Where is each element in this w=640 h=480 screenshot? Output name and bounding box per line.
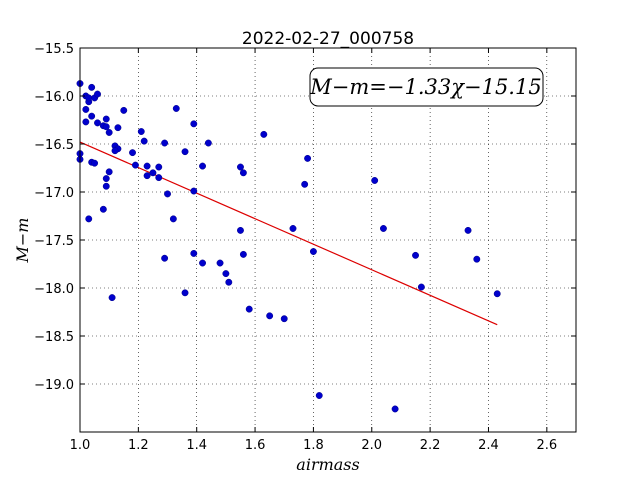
y-tick-label: −18.0 xyxy=(34,282,74,297)
data-point xyxy=(237,163,244,171)
data-point xyxy=(199,162,206,170)
data-point xyxy=(105,129,113,136)
data-point xyxy=(309,248,317,255)
chart-title: 2022-02-27_000758 xyxy=(242,29,414,49)
data-point xyxy=(315,392,323,399)
data-point xyxy=(102,182,110,190)
data-point xyxy=(493,290,501,298)
data-point xyxy=(85,215,93,223)
data-point xyxy=(161,139,169,147)
x-tick-label: 2.0 xyxy=(361,438,382,453)
data-point xyxy=(143,172,151,180)
data-point xyxy=(131,161,139,169)
data-point xyxy=(190,249,198,257)
data-point xyxy=(199,259,206,267)
data-point xyxy=(280,315,288,323)
data-point xyxy=(239,169,247,177)
y-tick-label: −17.5 xyxy=(34,234,74,249)
data-point xyxy=(102,175,110,183)
data-point xyxy=(225,278,233,286)
data-point xyxy=(169,215,177,223)
x-axis-label: airmass xyxy=(296,455,359,474)
data-point xyxy=(412,251,419,259)
data-point xyxy=(417,283,425,291)
data-point xyxy=(266,312,274,320)
data-point xyxy=(181,148,189,156)
data-point xyxy=(164,190,171,198)
data-point xyxy=(140,137,148,145)
data-point xyxy=(222,270,230,278)
fit-line xyxy=(79,141,498,326)
data-point xyxy=(204,139,212,147)
data-point xyxy=(91,159,99,167)
data-point xyxy=(239,250,247,258)
data-point xyxy=(149,169,157,177)
data-point xyxy=(473,255,481,263)
annotation-box: M−m=−1.33χ−15.15 xyxy=(309,67,544,107)
data-point xyxy=(216,259,224,267)
data-point xyxy=(391,405,399,413)
y-tick-label: −16.0 xyxy=(34,90,74,105)
data-point xyxy=(143,162,151,170)
fit-equation: M−m=−1.33χ−15.15 xyxy=(309,75,541,99)
data-point xyxy=(155,163,163,171)
data-point xyxy=(99,205,107,213)
data-point xyxy=(88,112,96,120)
x-tick-label: 1.8 xyxy=(303,438,324,453)
data-point xyxy=(102,123,110,131)
data-point xyxy=(379,225,387,232)
x-tick-label: 1.0 xyxy=(70,438,91,453)
data-point xyxy=(102,115,110,123)
x-tick-label: 2.2 xyxy=(420,438,441,453)
data-point xyxy=(88,83,96,91)
data-point xyxy=(190,120,198,128)
data-point xyxy=(371,177,379,184)
data-point xyxy=(181,289,189,297)
x-tick-label: 1.4 xyxy=(186,438,207,453)
data-point xyxy=(108,294,116,302)
y-tick-label: −15.5 xyxy=(34,42,74,57)
y-tick-label: −17.0 xyxy=(34,186,74,201)
data-point xyxy=(155,174,163,182)
axis-ticks: 1.0 1.2 1.4 1.6 1.8 2.0 2.2 2.4 2.6 −15.5 −16.0 −16… xyxy=(34,42,576,453)
data-point xyxy=(137,128,145,135)
data-point xyxy=(94,90,101,98)
data-points xyxy=(76,80,501,413)
data-point xyxy=(190,187,198,195)
data-point xyxy=(237,226,244,234)
data-point xyxy=(301,180,309,188)
x-tick-label: 1.2 xyxy=(128,438,149,453)
y-tick-label: −19.0 xyxy=(34,378,74,393)
data-point xyxy=(82,105,90,113)
x-tick-label: 2.4 xyxy=(478,438,499,453)
x-tick-label: 2.6 xyxy=(536,438,557,453)
y-tick-label: −16.5 xyxy=(34,138,74,153)
data-point xyxy=(161,254,169,262)
y-axis-label: M−m xyxy=(13,218,32,264)
y-tick-label: −18.5 xyxy=(34,330,74,345)
x-tick-label: 1.6 xyxy=(245,438,266,453)
data-point xyxy=(172,105,180,112)
data-point xyxy=(129,149,136,157)
data-point xyxy=(105,168,113,176)
data-point xyxy=(245,305,253,313)
data-point xyxy=(85,94,93,102)
data-point xyxy=(260,130,268,138)
data-point xyxy=(82,118,90,126)
data-point xyxy=(120,106,128,114)
data-point xyxy=(111,147,119,155)
data-point xyxy=(464,226,472,234)
data-point xyxy=(289,225,297,232)
data-point xyxy=(114,124,122,132)
data-point xyxy=(304,154,312,162)
data-point xyxy=(94,119,101,127)
